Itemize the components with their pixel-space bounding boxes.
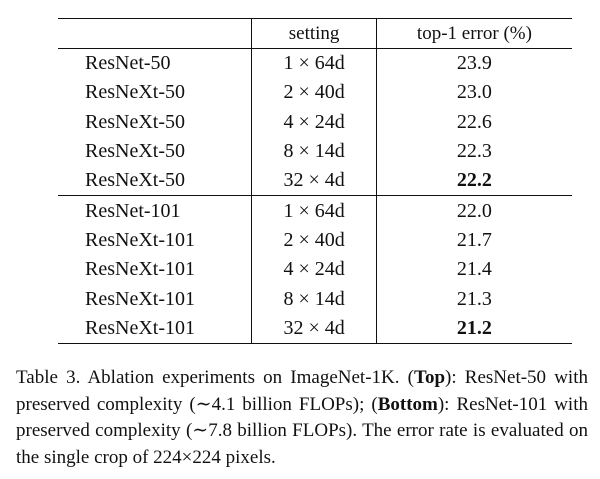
cell-setting: 32 × 4d <box>251 166 377 196</box>
header-model <box>58 18 252 49</box>
table-row: ResNeXt-101 8 × 14d 21.3 <box>58 284 572 314</box>
cell-error: 21.2 <box>375 313 572 344</box>
cell-model: ResNet-50 <box>85 52 171 75</box>
ablation-results-table: setting top-1 error (%) ResNet-50 1 × 64d… <box>58 18 572 344</box>
table-row: ResNeXt-101 4 × 24d 21.4 <box>58 255 572 285</box>
cell-model: ResNeXt-101 <box>85 287 195 310</box>
table-body: ResNet-50 1 × 64d 23.9 ResNeXt-50 2 × 40d 23.… <box>58 48 572 344</box>
header-setting: setting <box>251 18 377 49</box>
cell-error: 21.4 <box>375 255 572 285</box>
cell-model: ResNeXt-50 <box>85 140 185 163</box>
cell-error: 23.0 <box>375 78 572 108</box>
cell-setting: 2 × 40d <box>251 78 377 108</box>
cell-model: ResNeXt-50 <box>85 110 185 133</box>
cell-setting: 8 × 14d <box>251 136 377 167</box>
caption-bold-top: Top <box>414 367 446 388</box>
cell-setting: 8 × 14d <box>251 284 377 314</box>
cell-setting: 2 × 40d <box>251 225 377 256</box>
cell-model: ResNet-101 <box>58 195 252 226</box>
cell-model: ResNeXt-101 <box>58 313 252 344</box>
cell-setting: 4 × 24d <box>251 107 377 137</box>
cell-error: 23.9 <box>375 48 572 79</box>
table-row: ResNeXt-50 32 × 4d 22.2 <box>58 166 572 196</box>
cell-error: 21.7 <box>375 225 572 256</box>
cell-error: 21.3 <box>375 284 572 314</box>
caption-bold-bottom: Bottom <box>377 393 438 415</box>
cell-model: ResNeXt-50 <box>85 169 185 192</box>
cell-error: 22.0 <box>375 195 572 226</box>
table-caption: Table 3. Ablation experiments on ImageNe… <box>16 365 588 471</box>
cell-model: ResNeXt-101 <box>85 228 195 251</box>
cell-setting: 1 × 64d <box>251 195 377 226</box>
cell-model: ResNeXt-101 <box>85 258 195 281</box>
table-row: ResNeXt-50 8 × 14d 22.3 <box>58 136 572 167</box>
table-row: ResNet-101 1 × 64d 22.0 <box>58 195 572 226</box>
cell-error: 22.3 <box>375 136 572 167</box>
table-row: ResNeXt-101 32 × 4d 21.2 <box>58 313 572 344</box>
cell-error: 22.2 <box>375 166 572 196</box>
cell-error: 22.6 <box>375 107 572 137</box>
table-row: ResNeXt-101 2 × 40d 21.7 <box>58 225 572 256</box>
results-table-container: setting top-1 error (%) ResNet-50 1 × 64d… <box>58 18 572 344</box>
cell-model: ResNeXt-50 <box>85 81 185 104</box>
table-header-row: setting top-1 error (%) <box>58 18 572 49</box>
caption-text-3: ): ResNet-101 with preserved complexity … <box>16 393 588 468</box>
table-row: ResNeXt-50 4 × 24d 22.6 <box>58 107 572 137</box>
cell-setting: 32 × 4d <box>251 313 377 344</box>
cell-setting: 4 × 24d <box>251 255 377 285</box>
caption-text-1: Table 3. Ablation experiments on ImageNe… <box>16 367 415 388</box>
header-error: top-1 error (%) <box>375 18 572 49</box>
table-row: ResNet-50 1 × 64d 23.9 <box>58 48 572 79</box>
caption-text-2: ): ResNet-50 with preserved complexity (… <box>16 367 588 415</box>
cell-setting: 1 × 64d <box>251 48 377 79</box>
table-row: ResNeXt-50 2 × 40d 23.0 <box>58 78 572 108</box>
